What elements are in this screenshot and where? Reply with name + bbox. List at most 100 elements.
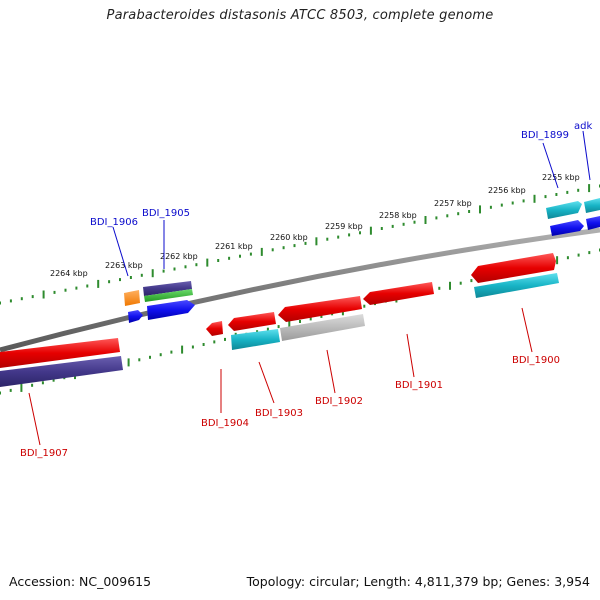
tick-label-2258: 2258 kbp xyxy=(379,211,417,220)
gene-BDI_1907[interactable] xyxy=(0,338,123,387)
gene-BDI_1903[interactable] xyxy=(228,312,280,350)
scale-tick-minor xyxy=(413,220,416,224)
accession-text: Accession: NC_009615 xyxy=(9,574,152,589)
scale-tick-minor xyxy=(9,388,12,392)
scale-tick-minor xyxy=(271,248,274,252)
scale-tick-minor xyxy=(119,278,121,282)
genome-info-text: Topology: circular; Length: 4,811,379 bp… xyxy=(246,574,590,589)
scale-tick-minor xyxy=(511,201,514,205)
scale-tick-major xyxy=(206,258,209,267)
scale-tick-major xyxy=(479,205,481,214)
scale-tick-minor xyxy=(459,281,462,285)
gene-label-BDI_1905[interactable]: BDI_1905 xyxy=(142,208,190,219)
scale-tick-minor xyxy=(470,279,473,283)
scale-tick-major xyxy=(449,281,451,290)
scale-tick-minor xyxy=(544,195,547,199)
scale-tick-major xyxy=(42,290,45,299)
gene-BDI_1902[interactable] xyxy=(278,296,365,341)
scale-tick-minor xyxy=(64,288,67,292)
scale-tick-minor xyxy=(577,188,580,192)
scale-tick-major xyxy=(181,345,184,354)
scale-tick-minor xyxy=(31,295,34,299)
tick-label-2263: 2263 kbp xyxy=(105,261,143,270)
gene-BDI_1901[interactable] xyxy=(363,282,434,305)
scale-tick-minor xyxy=(363,304,366,308)
scale-tick-minor xyxy=(108,280,111,284)
tick-label-2259: 2259 kbp xyxy=(325,222,363,231)
tick-label-2255: 2255 kbp xyxy=(542,173,580,182)
scale-tick-minor xyxy=(41,381,44,385)
scale-tick-major xyxy=(588,184,591,193)
scale-tick-minor xyxy=(577,253,580,257)
scale-tick-major xyxy=(424,216,427,224)
leader-lines-top xyxy=(112,130,591,277)
scale-tick-minor xyxy=(522,199,525,203)
scale-tick-minor xyxy=(159,353,162,357)
tick-label-2261: 2261 kbp xyxy=(215,242,253,251)
scale-tick-minor xyxy=(588,251,591,255)
gene-BDI_1905[interactable] xyxy=(143,281,195,320)
genome-backbone xyxy=(0,227,600,353)
gene-label-BDI_1907[interactable]: BDI_1907 xyxy=(20,448,68,459)
gene-BDI_1904[interactable] xyxy=(206,321,223,336)
scale-tick-minor xyxy=(217,259,220,262)
scale-tick-minor xyxy=(309,317,312,321)
scale-tick-major xyxy=(260,247,263,256)
scale-tick-minor xyxy=(320,314,323,318)
tick-label-2260: 2260 kbp xyxy=(270,233,308,242)
scale-tick-minor xyxy=(326,237,329,241)
gene-adk[interactable] xyxy=(584,198,600,230)
scale-tick-minor xyxy=(555,193,558,196)
scale-tick-minor xyxy=(53,290,56,294)
scale-tick-minor xyxy=(20,297,23,301)
gene-label-BDI_1901[interactable]: BDI_1901 xyxy=(395,380,443,391)
scale-tick-minor xyxy=(191,345,194,349)
scale-tick-major xyxy=(20,383,23,392)
gene-label-BDI_1903[interactable]: BDI_1903 xyxy=(255,408,303,419)
gene-BDI_1906[interactable] xyxy=(124,290,143,323)
scale-tick-major xyxy=(97,279,100,288)
gene-BDI_1899[interactable] xyxy=(546,201,584,236)
scale-tick-minor xyxy=(52,378,55,382)
scale-tick-minor xyxy=(239,254,241,258)
scale-tick-minor xyxy=(299,320,301,323)
scale-tick-minor xyxy=(31,383,34,387)
scale-tick-minor xyxy=(129,276,132,279)
gene-BDI_1900[interactable] xyxy=(471,253,559,298)
gene-label-BDI_1902[interactable]: BDI_1902 xyxy=(315,396,363,407)
scale-tick-minor xyxy=(224,337,226,341)
map-title: Parabacteroides distasonis ATCC 8503, co… xyxy=(106,8,494,23)
scale-tick-minor xyxy=(195,263,198,267)
scale-tick-minor xyxy=(380,227,383,230)
scale-tick-minor xyxy=(293,244,296,248)
scale-tick-minor xyxy=(277,325,280,329)
scale-tick-minor xyxy=(282,246,285,250)
gene-label-BDI_1904[interactable]: BDI_1904 xyxy=(201,418,249,429)
gene-label-adk[interactable]: adk xyxy=(574,121,592,132)
scale-tick-minor xyxy=(489,205,492,209)
gene-label-BDI_1906[interactable]: BDI_1906 xyxy=(90,217,138,228)
scale-tick-major xyxy=(369,226,372,235)
tick-label-2256: 2256 kbp xyxy=(488,186,526,195)
scale-tick-minor xyxy=(348,233,351,237)
scale-tick-minor xyxy=(566,190,569,194)
scale-tick-minor xyxy=(75,286,78,290)
gene-label-BDI_1899[interactable]: BDI_1899 xyxy=(521,130,569,141)
scale-tick-major xyxy=(315,237,318,246)
scale-tick-minor xyxy=(170,350,173,354)
gene-label-BDI_1900[interactable]: BDI_1900 xyxy=(512,355,560,366)
tick-label-2264: 2264 kbp xyxy=(50,269,88,278)
scale-tick-minor xyxy=(249,252,252,256)
scale-tick-minor xyxy=(468,210,471,213)
scale-tick-minor xyxy=(213,340,216,344)
scale-tick-minor xyxy=(140,273,143,277)
scale-tick-minor xyxy=(9,299,12,303)
scale-tick-minor xyxy=(438,286,441,290)
leader-lines-bottom xyxy=(28,307,533,446)
scale-dots-top xyxy=(0,184,600,305)
scale-tick-major xyxy=(533,194,536,203)
scale-tick-minor xyxy=(446,214,449,218)
scale-tick-minor xyxy=(402,222,405,226)
scale-tick-minor xyxy=(304,241,307,245)
